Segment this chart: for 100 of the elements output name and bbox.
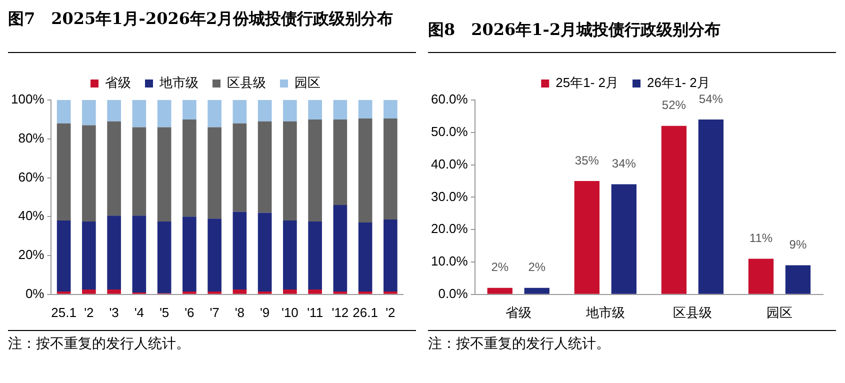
bar [785, 265, 811, 294]
bar [333, 204, 348, 292]
x-tick-label: '2 [84, 304, 94, 320]
x-tick-label: '5 [159, 304, 170, 320]
bar [283, 290, 297, 294]
x-tick-label: '9 [260, 304, 270, 320]
bar [384, 291, 398, 294]
bar [232, 212, 247, 290]
bar [132, 100, 146, 128]
y-tick-label: 40% [18, 208, 45, 224]
x-tick-label: '10 [281, 304, 298, 320]
bar [232, 100, 247, 124]
bar [132, 216, 146, 292]
y-tick-label: 80% [18, 130, 45, 146]
data-label: 9% [789, 238, 807, 252]
data-label: 2% [528, 260, 546, 274]
bar [748, 258, 774, 294]
y-tick-label: 20.0% [430, 221, 468, 236]
data-label: 54% [698, 92, 724, 106]
bar [82, 222, 96, 290]
bar [107, 216, 121, 290]
bar [258, 291, 272, 294]
data-label: 35% [574, 153, 600, 168]
bar [232, 290, 247, 294]
bar [56, 220, 71, 292]
bar [107, 100, 121, 122]
y-tick-label: 0.0% [438, 286, 468, 301]
bar [487, 288, 512, 294]
y-tick-label: 30.0% [430, 188, 468, 204]
bar [182, 119, 196, 217]
bar [182, 216, 196, 292]
bar [208, 218, 222, 292]
data-label: 2% [491, 260, 509, 274]
bar [358, 100, 372, 118]
y-tick-label: 10.0% [430, 254, 468, 269]
bar [82, 125, 96, 222]
text: 注：按不重复的发行人统计。 [8, 335, 191, 353]
x-tick-label: 省级 [505, 304, 532, 320]
x-tick-label: 26.1 [352, 304, 378, 320]
bar [358, 118, 372, 222]
bar [82, 290, 96, 294]
y-tick-label: 40.0% [430, 156, 468, 172]
bar [358, 222, 372, 292]
bar [208, 291, 222, 294]
legend-label: 地市级 [158, 75, 198, 90]
x-tick-label: '3 [109, 304, 119, 320]
legend-label: 区县级 [227, 75, 266, 90]
bar [182, 100, 196, 120]
bar [208, 100, 222, 128]
data-label: 11% [749, 231, 773, 246]
bar [107, 290, 121, 294]
bar [308, 290, 322, 294]
bar [384, 220, 398, 292]
bar [56, 291, 71, 294]
bar [333, 291, 348, 294]
legend-label: 园区 [294, 75, 320, 90]
bar [208, 127, 222, 219]
bar [333, 119, 348, 205]
bar [82, 100, 96, 126]
bar [283, 100, 297, 122]
data-label: 34% [612, 156, 636, 171]
bar [308, 100, 322, 120]
bar [56, 123, 71, 221]
y-tick-label: 100% [11, 92, 45, 107]
bar [358, 291, 372, 294]
y-tick-label: 60% [18, 169, 45, 184]
bar [574, 181, 600, 294]
chart-title: 图8 2026年1-2月城投债行政级别分布 [428, 8, 836, 53]
x-tick-label: '8 [234, 304, 245, 320]
bar [308, 222, 322, 290]
bar [308, 119, 322, 222]
bar [698, 119, 724, 294]
bar [661, 126, 687, 294]
data-label: 52% [662, 98, 686, 112]
x-tick-label: 园区 [766, 304, 792, 320]
x-tick-label: '2 [386, 304, 396, 320]
bar [258, 212, 272, 292]
bar [132, 127, 146, 216]
text: 注：按不重复的发行人统计。 [428, 335, 611, 353]
bar [182, 291, 196, 294]
bar [56, 100, 71, 124]
y-tick-label: 50.0% [430, 124, 468, 139]
y-tick-label: 60.0% [430, 92, 468, 107]
x-tick-label: '4 [134, 304, 144, 320]
x-tick-label: '11 [307, 304, 324, 320]
y-tick-label: 20% [18, 247, 45, 262]
bar [283, 121, 297, 221]
x-tick-label: 地市级 [584, 304, 625, 320]
legend-label: 省级 [105, 75, 131, 90]
bar [258, 100, 272, 122]
bar [384, 118, 398, 220]
bar [524, 288, 550, 294]
legend-label: 25年1- 2月 [556, 75, 619, 90]
chart-title: 图7 2025年1月-2026年2月份城投债行政级别分布 [8, 8, 416, 53]
x-tick-label: 25.1 [51, 304, 76, 320]
x-tick-label: 区县级 [672, 304, 712, 320]
y-tick-label: 0% [25, 286, 45, 301]
x-tick-label: '6 [184, 304, 194, 320]
x-tick-label: '12 [332, 304, 349, 320]
bar [258, 121, 272, 213]
